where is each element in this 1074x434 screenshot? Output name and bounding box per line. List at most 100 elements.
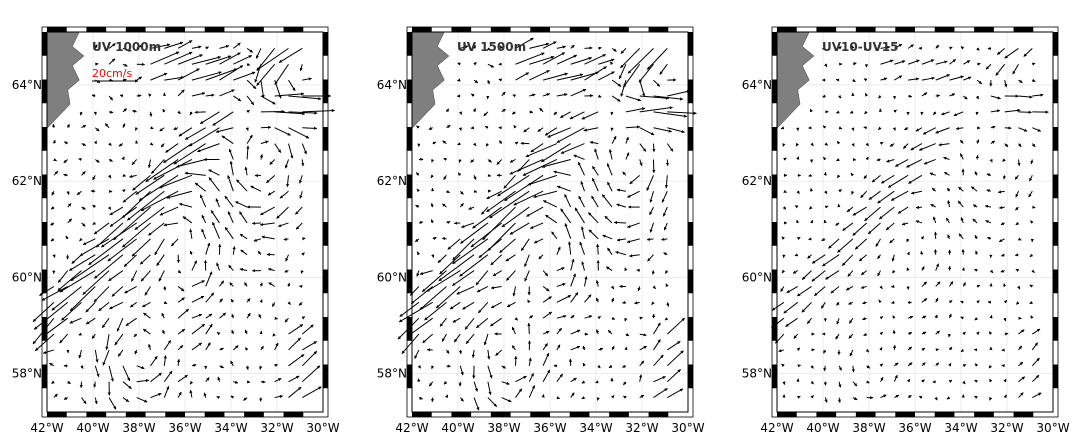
current-arrow	[150, 159, 165, 174]
current-arrow	[627, 222, 640, 228]
current-arrow	[95, 159, 100, 163]
current-arrow	[127, 190, 165, 221]
current-arrow	[287, 301, 291, 305]
current-arrow	[962, 380, 966, 385]
current-arrow	[932, 380, 936, 384]
current-arrow	[219, 280, 225, 287]
current-arrow	[288, 375, 300, 383]
current-arrow	[109, 206, 124, 216]
current-arrow	[904, 126, 909, 131]
current-arrow	[838, 381, 842, 388]
current-arrow	[116, 318, 124, 332]
current-arrow	[892, 95, 896, 100]
current-arrow	[70, 254, 110, 282]
vector-field	[771, 43, 1049, 403]
current-arrow	[399, 301, 420, 318]
current-arrow	[990, 140, 996, 145]
current-arrow	[809, 187, 814, 192]
current-arrow	[490, 254, 503, 266]
x-tick-label: 40°W	[441, 421, 474, 434]
current-arrow	[877, 254, 881, 260]
current-arrow	[32, 301, 55, 323]
current-arrow	[108, 174, 112, 179]
current-arrow	[473, 381, 478, 392]
current-arrow	[598, 71, 615, 81]
current-arrow	[233, 380, 239, 384]
current-arrow	[823, 365, 827, 372]
panel-3: UV10-UV15 42°W 40°W 38°W 36°W 34°W 32°W 30°W 58°…	[742, 26, 1070, 434]
current-arrow	[461, 222, 475, 228]
current-arrow	[93, 140, 97, 145]
current-arrow	[430, 202, 434, 208]
current-arrow	[52, 254, 56, 258]
current-arrow	[259, 299, 263, 303]
current-arrow	[639, 159, 643, 167]
current-arrow	[302, 341, 317, 351]
current-arrow	[266, 174, 276, 184]
current-arrow	[1002, 175, 1006, 180]
current-arrow	[908, 174, 923, 184]
current-arrow	[880, 376, 884, 382]
current-arrow	[653, 354, 664, 367]
current-arrow	[880, 394, 887, 399]
current-arrow	[1015, 191, 1019, 198]
current-arrow	[221, 135, 234, 145]
current-arrow	[443, 157, 447, 161]
current-arrow	[824, 190, 828, 195]
current-arrow	[530, 143, 544, 153]
current-arrow	[274, 342, 279, 351]
current-arrow	[457, 62, 461, 66]
current-arrow	[505, 254, 516, 262]
current-arrow	[528, 357, 532, 366]
current-arrow	[891, 300, 895, 304]
current-arrow	[159, 127, 165, 132]
current-arrow	[556, 344, 561, 351]
current-arrow	[646, 237, 654, 241]
current-arrow	[492, 270, 502, 277]
current-arrow	[287, 282, 291, 287]
current-arrow	[81, 222, 86, 227]
current-arrow	[210, 210, 220, 224]
current-arrow	[894, 394, 900, 399]
current-arrow	[470, 159, 475, 163]
current-arrow	[1018, 143, 1022, 148]
current-arrow	[177, 40, 193, 49]
current-arrow	[796, 219, 800, 224]
current-arrow	[851, 143, 855, 147]
current-arrow	[78, 157, 82, 161]
current-arrow	[822, 125, 827, 129]
current-arrow	[860, 190, 868, 199]
current-arrow	[624, 267, 628, 271]
current-arrow	[142, 301, 151, 308]
current-arrow	[938, 143, 950, 147]
current-arrow	[457, 78, 461, 82]
current-arrow	[894, 60, 906, 65]
current-arrow	[184, 127, 206, 140]
current-arrow	[301, 350, 318, 367]
current-arrow	[459, 203, 464, 208]
current-arrow	[921, 281, 928, 287]
current-arrow	[915, 205, 922, 209]
current-arrow	[962, 363, 967, 368]
current-arrow	[1014, 253, 1019, 257]
current-arrow	[901, 222, 909, 226]
current-arrow	[224, 226, 234, 240]
current-arrow	[667, 89, 691, 97]
current-arrow	[51, 286, 82, 311]
current-arrow	[139, 254, 151, 265]
current-arrow	[948, 300, 953, 304]
current-arrow	[947, 333, 952, 338]
current-arrow	[205, 377, 210, 383]
current-arrow	[865, 348, 870, 353]
current-arrow	[796, 378, 800, 382]
current-arrow	[67, 380, 71, 385]
current-arrow	[166, 190, 193, 199]
current-arrow	[848, 317, 854, 324]
current-arrow	[108, 142, 112, 146]
current-arrow	[456, 285, 475, 295]
current-arrow	[504, 174, 544, 202]
current-arrow	[131, 238, 151, 257]
current-arrow	[652, 143, 656, 153]
current-arrow	[915, 127, 923, 132]
current-arrow	[514, 317, 519, 321]
